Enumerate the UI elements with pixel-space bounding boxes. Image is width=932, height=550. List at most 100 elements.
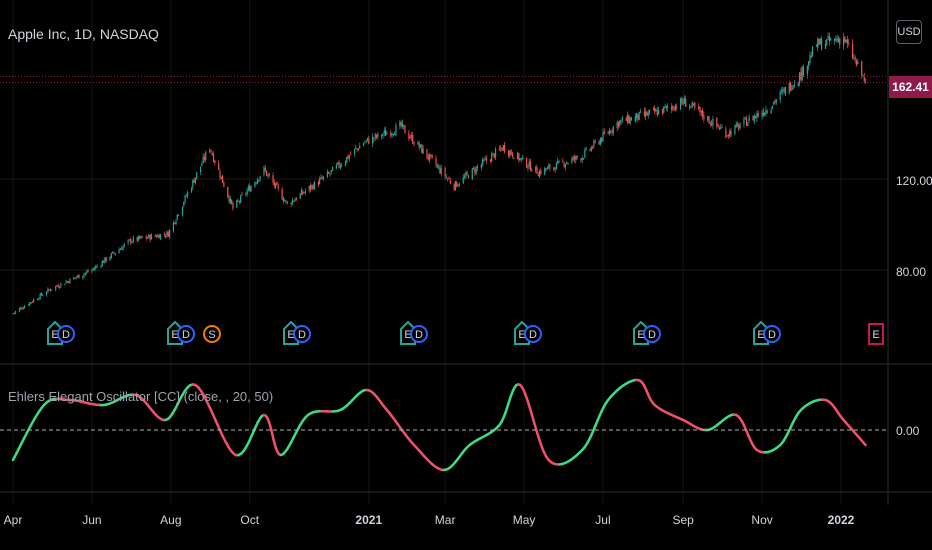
symbol-title[interactable]: Apple Inc, 1D, NASDAQ bbox=[8, 26, 159, 42]
event-marker-d[interactable]: D bbox=[177, 325, 195, 343]
candle-body bbox=[250, 186, 252, 192]
event-marker-d[interactable]: D bbox=[643, 325, 661, 343]
marker-label: D bbox=[62, 329, 70, 341]
candle-body bbox=[537, 174, 539, 177]
event-marker-d[interactable]: D bbox=[57, 325, 75, 343]
candle-body bbox=[178, 214, 180, 216]
event-marker-d[interactable]: D bbox=[524, 325, 542, 343]
candle-body bbox=[824, 43, 827, 49]
candle-body bbox=[322, 176, 325, 179]
candle-body bbox=[448, 178, 450, 180]
candle-body bbox=[258, 179, 260, 181]
grid bbox=[0, 0, 932, 505]
candle-body bbox=[419, 144, 422, 147]
indicator-title[interactable]: Ehlers Elegant Oscillator [CC] (close, ,… bbox=[8, 389, 274, 404]
event-marker-d[interactable]: D bbox=[410, 325, 428, 343]
candle-body bbox=[57, 285, 59, 288]
x-tick-label: May bbox=[512, 513, 536, 527]
candle-body bbox=[685, 99, 687, 107]
candle-body bbox=[91, 270, 93, 272]
candle-body bbox=[193, 180, 195, 183]
marker-shape bbox=[763, 325, 781, 343]
candle-body bbox=[607, 133, 609, 135]
candle-body bbox=[782, 89, 784, 92]
candle-body bbox=[265, 170, 268, 176]
currency-button[interactable]: USD bbox=[896, 20, 922, 44]
candle-body bbox=[440, 167, 442, 174]
candle-body bbox=[211, 153, 213, 156]
candle-body bbox=[601, 137, 603, 142]
oscillator-segment bbox=[217, 427, 224, 438]
candle-body bbox=[30, 302, 32, 304]
candle-body bbox=[259, 176, 261, 180]
candle-body bbox=[447, 178, 449, 180]
candle-body bbox=[410, 135, 413, 138]
candle-body bbox=[815, 45, 818, 47]
candle-body bbox=[581, 157, 583, 161]
candle-body bbox=[255, 182, 257, 184]
candle-body bbox=[617, 121, 620, 127]
candle-body bbox=[727, 134, 730, 136]
candle-body bbox=[656, 110, 658, 116]
candle-body bbox=[319, 178, 321, 185]
candle-body bbox=[366, 137, 369, 140]
candle-body bbox=[131, 241, 133, 244]
candle-body bbox=[575, 155, 577, 160]
candle-body bbox=[24, 306, 26, 309]
candle-body bbox=[421, 144, 423, 153]
candle-body bbox=[75, 277, 77, 279]
candle-body bbox=[294, 199, 296, 202]
candle-body bbox=[474, 169, 476, 173]
candle-body bbox=[745, 118, 748, 126]
candle-body bbox=[793, 84, 796, 86]
candle-body bbox=[700, 110, 702, 113]
candle-body bbox=[55, 286, 57, 290]
candle-body bbox=[320, 177, 322, 179]
candle-body bbox=[498, 148, 501, 150]
candle-body bbox=[593, 140, 595, 147]
candle-body bbox=[711, 123, 713, 126]
candle-body bbox=[165, 235, 167, 237]
marker-label: E bbox=[404, 329, 411, 341]
event-marker-d[interactable]: D bbox=[763, 325, 781, 343]
candle-body bbox=[657, 109, 660, 115]
event-marker-s[interactable]: S bbox=[203, 325, 221, 343]
candle-body bbox=[562, 160, 564, 162]
candle-body bbox=[811, 46, 814, 57]
candle-body bbox=[572, 156, 574, 160]
candle-body bbox=[444, 167, 446, 177]
candle-body bbox=[290, 203, 292, 205]
candle-body bbox=[355, 148, 357, 150]
candle-body bbox=[390, 132, 392, 136]
candle-body bbox=[643, 111, 645, 116]
candle-body bbox=[148, 234, 150, 239]
candle-body bbox=[626, 114, 629, 123]
candle-body bbox=[791, 88, 793, 90]
candle-body bbox=[14, 311, 17, 313]
candle-body bbox=[756, 113, 758, 119]
event-marker-d[interactable]: D bbox=[293, 325, 311, 343]
event-marker-e[interactable]: E bbox=[868, 323, 884, 345]
candle-body bbox=[404, 125, 406, 134]
candle-body bbox=[86, 271, 88, 273]
candle-body bbox=[771, 105, 774, 109]
candle-body bbox=[820, 38, 823, 50]
candle-body bbox=[449, 180, 451, 184]
marker-label: D bbox=[529, 329, 537, 341]
candle-body bbox=[395, 125, 397, 136]
oscillator-segment bbox=[210, 411, 217, 422]
candle-body bbox=[773, 101, 775, 105]
candle-body bbox=[628, 115, 630, 123]
candle-body bbox=[245, 193, 247, 195]
candle-body bbox=[645, 111, 647, 117]
candle-body bbox=[819, 39, 821, 45]
candle-body bbox=[163, 233, 165, 235]
candle-body bbox=[105, 257, 107, 261]
candle-body bbox=[286, 201, 288, 203]
candle-body bbox=[382, 134, 384, 136]
candle-body bbox=[708, 116, 710, 124]
candle-body bbox=[691, 102, 693, 107]
candle-body bbox=[302, 191, 304, 194]
marker-label: D bbox=[648, 329, 656, 341]
